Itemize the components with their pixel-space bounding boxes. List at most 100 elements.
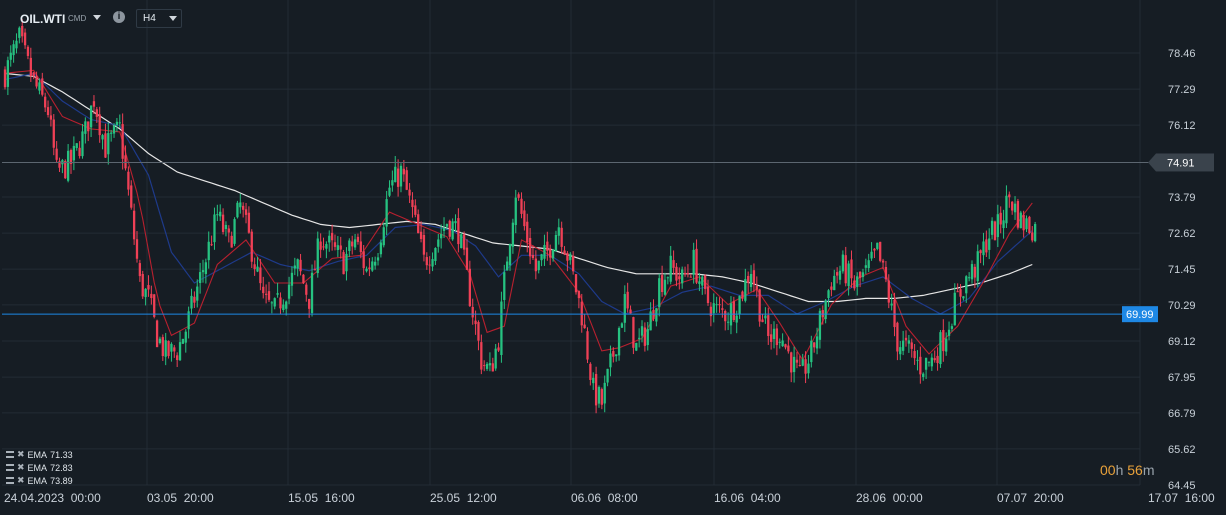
candle-body xyxy=(330,232,334,241)
candle-body xyxy=(919,356,922,375)
candle-body xyxy=(158,338,162,343)
candle-body xyxy=(904,337,908,341)
candle-body xyxy=(69,149,73,164)
timeframe-select[interactable]: H4 xyxy=(136,9,182,28)
candle-body xyxy=(279,297,282,309)
candle-body xyxy=(233,219,236,244)
candle-body xyxy=(830,286,833,290)
close-icon[interactable]: ✖ xyxy=(17,449,25,459)
x-tick-label: 07.07 20:00 xyxy=(997,491,1064,505)
close-icon[interactable]: ✖ xyxy=(17,475,25,485)
candle-body xyxy=(35,76,38,87)
candle-body xyxy=(371,261,374,271)
candle-body xyxy=(147,285,150,290)
candle-body xyxy=(141,274,144,297)
candle-body xyxy=(494,348,497,369)
y-tick-label: 64.45 xyxy=(1168,480,1196,492)
candle-body xyxy=(947,329,951,336)
close-icon[interactable]: ✖ xyxy=(17,462,25,472)
candle-body xyxy=(422,234,426,255)
x-tick-label: 03.05 20:00 xyxy=(147,491,214,505)
candle-body xyxy=(540,254,543,261)
candle-body xyxy=(577,290,581,299)
candle-body xyxy=(497,347,500,351)
settings-icon[interactable] xyxy=(6,464,14,471)
candle-body xyxy=(87,121,90,132)
candle-body xyxy=(560,227,563,247)
info-icon[interactable]: i xyxy=(113,11,125,23)
price-axis: 78.46 77.29 76.12 73.79 72.62 71.45 70.29 69.12… xyxy=(1168,48,1196,492)
candle-body xyxy=(173,347,176,352)
timer-minutes: 56 xyxy=(1127,462,1143,478)
candle-body xyxy=(827,290,830,299)
candle-body xyxy=(798,364,801,366)
candle-body xyxy=(990,220,994,235)
candle-body xyxy=(772,328,776,340)
candle-body xyxy=(663,279,667,295)
candle-body xyxy=(721,308,724,310)
candle-body xyxy=(480,342,483,370)
settings-icon[interactable] xyxy=(6,477,14,484)
candle-body xyxy=(127,171,130,190)
candle-body xyxy=(617,328,621,356)
candle-body xyxy=(962,296,965,299)
candle-body xyxy=(939,332,942,365)
candle-body xyxy=(219,211,222,217)
candle-body xyxy=(747,275,750,283)
candle-body xyxy=(508,244,512,266)
candle-body xyxy=(973,266,977,278)
candle-body xyxy=(310,272,314,314)
candle-body xyxy=(417,214,420,234)
candle-body xyxy=(569,253,572,261)
candle-body xyxy=(402,168,406,175)
timer-hours: 00 xyxy=(1100,462,1116,478)
candle-body xyxy=(121,124,124,159)
candle-body xyxy=(945,338,948,352)
candle-body xyxy=(267,291,271,300)
candle-body xyxy=(681,269,684,284)
candle-body xyxy=(445,224,449,227)
candle-body xyxy=(1011,201,1014,211)
candle-body xyxy=(118,122,121,124)
candle-body xyxy=(368,267,371,270)
candle-body xyxy=(583,324,586,329)
candle-body xyxy=(224,224,228,230)
settings-icon[interactable] xyxy=(6,451,14,458)
candle-body xyxy=(709,306,713,317)
candle-body xyxy=(319,241,322,250)
candle-body xyxy=(841,254,845,272)
candle-body xyxy=(858,271,862,279)
candle-body xyxy=(901,340,905,351)
symbol-name[interactable]: OIL.WTI xyxy=(20,12,66,26)
candle-body xyxy=(675,266,678,281)
candle-body xyxy=(282,304,285,310)
candle-body xyxy=(867,260,870,269)
candle-body xyxy=(1028,216,1031,234)
symbol-dropdown-icon[interactable] xyxy=(93,15,101,20)
candle-body xyxy=(374,261,377,266)
candle-body xyxy=(526,221,529,243)
chart-grid xyxy=(2,0,1141,486)
candle-body xyxy=(55,148,58,160)
candle-body xyxy=(264,293,268,295)
candle-body xyxy=(236,202,239,218)
candle-body xyxy=(491,363,494,372)
candle-body xyxy=(546,241,549,251)
candle-body xyxy=(72,145,76,161)
candle-body xyxy=(471,306,474,318)
candle-body xyxy=(356,236,360,242)
candle-body xyxy=(164,340,167,357)
candle-body xyxy=(853,280,856,289)
candle-body xyxy=(503,272,506,300)
candle-body xyxy=(629,309,632,314)
candle-body xyxy=(187,311,190,330)
candle-body xyxy=(193,296,196,303)
candle-body xyxy=(864,265,867,268)
candle-body xyxy=(227,228,230,233)
candle-body xyxy=(138,263,142,277)
timer-minutes-unit: m xyxy=(1142,462,1155,478)
candle-body xyxy=(511,222,515,247)
candle-body xyxy=(660,275,664,293)
candle-body xyxy=(856,276,859,288)
